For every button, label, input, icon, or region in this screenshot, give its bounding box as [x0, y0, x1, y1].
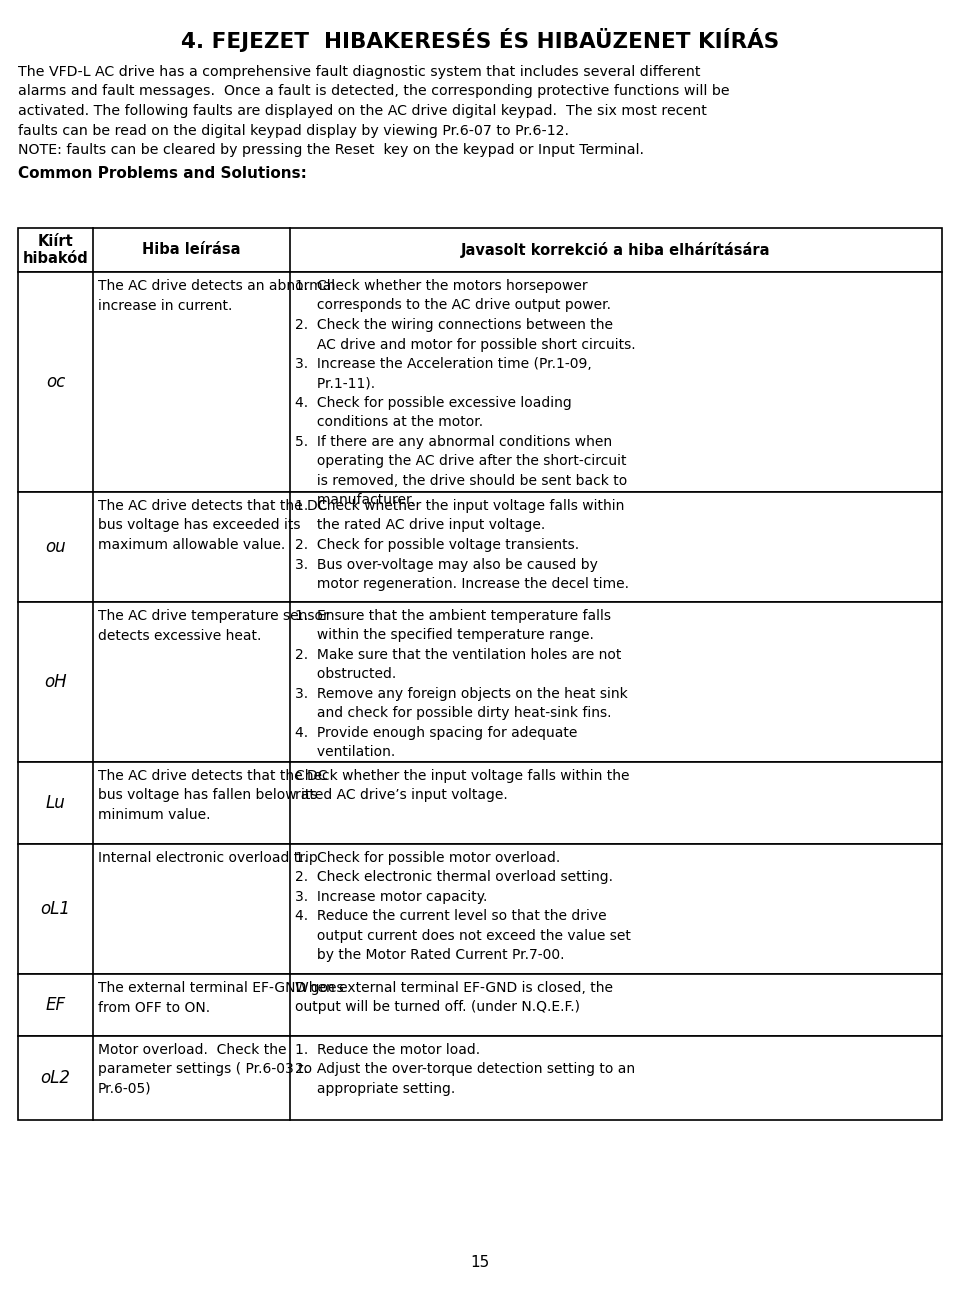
Text: Check whether the input voltage falls within the
rated AC drive’s input voltage.: Check whether the input voltage falls wi… — [295, 769, 630, 803]
Text: activated. The following faults are displayed on the AC drive digital keypad.  T: activated. The following faults are disp… — [18, 104, 707, 118]
Text: The AC drive detects that the DC
bus voltage has fallen below its
minimum value.: The AC drive detects that the DC bus vol… — [98, 769, 327, 822]
Text: The AC drive detects an abnormal
increase in current.: The AC drive detects an abnormal increas… — [98, 279, 335, 313]
Text: 4. FEJEZET  HIBAKERESÉS ÉS HIBAÜZENET KIÍRÁS: 4. FEJEZET HIBAKERESÉS ÉS HIBAÜZENET KIÍ… — [180, 29, 780, 52]
Text: 1.  Reduce the motor load.
2.  Adjust the over-torque detection setting to an
  : 1. Reduce the motor load. 2. Adjust the … — [295, 1043, 636, 1096]
Text: Motor overload.  Check the
parameter settings ( Pr.6-03 to
Pr.6-05): Motor overload. Check the parameter sett… — [98, 1043, 312, 1096]
Text: The external terminal EF-GND goes
from OFF to ON.: The external terminal EF-GND goes from O… — [98, 981, 344, 1014]
Text: NOTE: faults can be cleared by pressing the Reset  key on the keypad or Input Te: NOTE: faults can be cleared by pressing … — [18, 143, 644, 157]
Text: Lu: Lu — [46, 794, 65, 812]
Bar — [18, 228, 942, 272]
Bar — [18, 1036, 942, 1121]
Text: 15: 15 — [470, 1255, 490, 1270]
Bar — [18, 844, 942, 974]
Text: Common Problems and Solutions:: Common Problems and Solutions: — [18, 166, 307, 182]
Text: When external terminal EF-GND is closed, the
output will be turned off. (under N: When external terminal EF-GND is closed,… — [295, 981, 613, 1014]
Text: ou: ou — [45, 538, 66, 556]
Bar — [18, 602, 942, 763]
Text: The AC drive detects that the DC
bus voltage has exceeded its
maximum allowable : The AC drive detects that the DC bus vol… — [98, 499, 327, 553]
Text: The VFD-L AC drive has a comprehensive fault diagnostic system that includes sev: The VFD-L AC drive has a comprehensive f… — [18, 65, 701, 79]
Text: faults can be read on the digital keypad display by viewing Pr.6-07 to Pr.6-12.: faults can be read on the digital keypad… — [18, 123, 569, 137]
Text: oH: oH — [44, 673, 67, 691]
Text: The AC drive temperature sensor
detects excessive heat.: The AC drive temperature sensor detects … — [98, 610, 328, 642]
Text: oL2: oL2 — [40, 1069, 70, 1087]
Text: 1.  Check whether the motors horsepower
     corresponds to the AC drive output : 1. Check whether the motors horsepower c… — [295, 279, 636, 507]
Bar — [18, 492, 942, 602]
Bar — [18, 974, 942, 1036]
Bar — [18, 272, 942, 492]
Bar — [18, 763, 942, 844]
Text: Kiírt
hibakód: Kiírt hibakód — [23, 233, 88, 266]
Text: 1.  Ensure that the ambient temperature falls
     within the specified temperat: 1. Ensure that the ambient temperature f… — [295, 610, 628, 760]
Text: alarms and fault messages.  Once a fault is detected, the corresponding protecti: alarms and fault messages. Once a fault … — [18, 84, 730, 99]
Text: oL1: oL1 — [40, 900, 70, 918]
Text: Javasolt korrekció a hiba elhárítására: Javasolt korrekció a hiba elhárítására — [461, 243, 771, 258]
Text: oc: oc — [46, 374, 65, 390]
Text: EF: EF — [45, 996, 65, 1014]
Text: 1.  Check whether the input voltage falls within
     the rated AC drive input v: 1. Check whether the input voltage falls… — [295, 499, 629, 591]
Text: 1.  Check for possible motor overload.
2.  Check electronic thermal overload set: 1. Check for possible motor overload. 2.… — [295, 851, 631, 962]
Text: Hiba leírása: Hiba leírása — [142, 243, 241, 258]
Text: Internal electronic overload trip: Internal electronic overload trip — [98, 851, 318, 865]
